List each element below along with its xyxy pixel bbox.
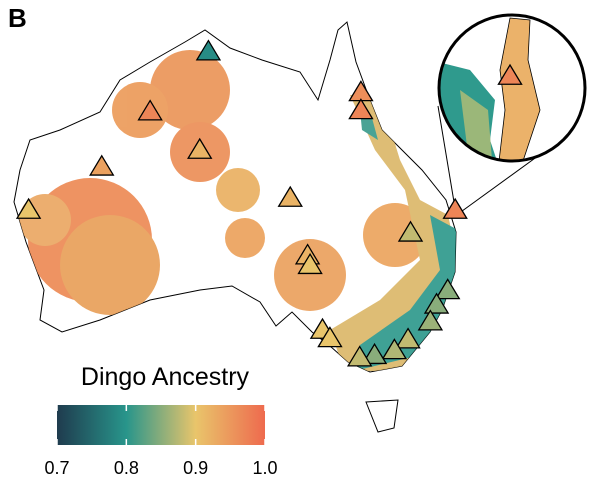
site-marker	[423, 292, 450, 314]
site-marker	[195, 39, 222, 61]
colorbar-ticks: 0.7 0.8 0.9 1.0	[44, 405, 278, 478]
site-marker	[417, 309, 444, 331]
site-marker	[435, 278, 461, 300]
site-marker	[297, 252, 323, 275]
inset-site-marker	[497, 63, 523, 85]
colorbar-tick-label: 1.0	[252, 458, 277, 478]
site-marker	[442, 197, 468, 219]
colorbar-tick-label: 0.8	[114, 458, 139, 478]
panel-label: B	[8, 3, 27, 33]
site-marker	[187, 137, 213, 159]
colorbar-tick-label: 0.7	[44, 458, 69, 478]
site-marker	[361, 342, 388, 365]
site-marker	[381, 338, 408, 360]
site-marker	[89, 154, 115, 176]
site-marker	[397, 220, 424, 242]
inset	[437, 13, 587, 215]
site-marker	[137, 99, 163, 121]
site-marker	[277, 185, 303, 207]
site-marker	[348, 98, 374, 120]
sites	[15, 39, 523, 367]
site-marker	[395, 327, 421, 349]
site-marker	[15, 197, 42, 219]
site-marker	[317, 326, 343, 348]
inset-connector	[437, 105, 456, 209]
legend-title: Dingo Ancestry	[81, 363, 250, 391]
colorbar-tick-label: 0.9	[183, 458, 208, 478]
colorbar	[57, 405, 265, 445]
site-marker	[346, 345, 373, 367]
